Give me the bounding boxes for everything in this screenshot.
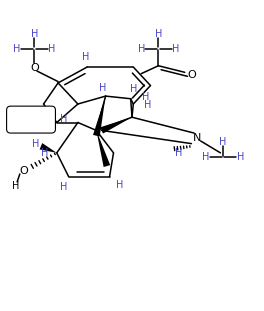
Text: H: H: [60, 182, 67, 192]
Text: H: H: [31, 29, 38, 39]
Text: O: O: [19, 166, 28, 176]
Text: H: H: [219, 137, 227, 147]
Polygon shape: [93, 96, 106, 137]
Text: O: O: [187, 70, 196, 80]
Text: H: H: [82, 52, 89, 62]
Text: H: H: [116, 179, 124, 189]
Text: H: H: [99, 83, 107, 93]
Text: N: N: [192, 133, 201, 143]
FancyBboxPatch shape: [7, 106, 55, 133]
Text: H: H: [202, 152, 210, 162]
Text: H: H: [175, 148, 182, 158]
Text: H: H: [172, 44, 179, 53]
Text: H: H: [41, 148, 49, 158]
Text: H: H: [13, 44, 21, 53]
Text: H: H: [142, 92, 149, 102]
Text: H: H: [48, 44, 55, 53]
Polygon shape: [100, 117, 132, 133]
Text: H: H: [60, 114, 67, 123]
Polygon shape: [40, 143, 57, 153]
Text: O: O: [30, 63, 39, 73]
Text: H: H: [12, 181, 19, 191]
Text: H: H: [237, 152, 244, 162]
Text: H: H: [32, 139, 39, 149]
Text: H: H: [130, 84, 137, 94]
Polygon shape: [96, 130, 110, 167]
Text: Abs: Abs: [23, 115, 39, 124]
Text: H: H: [144, 100, 152, 110]
Text: H: H: [155, 29, 162, 39]
Text: H: H: [138, 44, 145, 53]
